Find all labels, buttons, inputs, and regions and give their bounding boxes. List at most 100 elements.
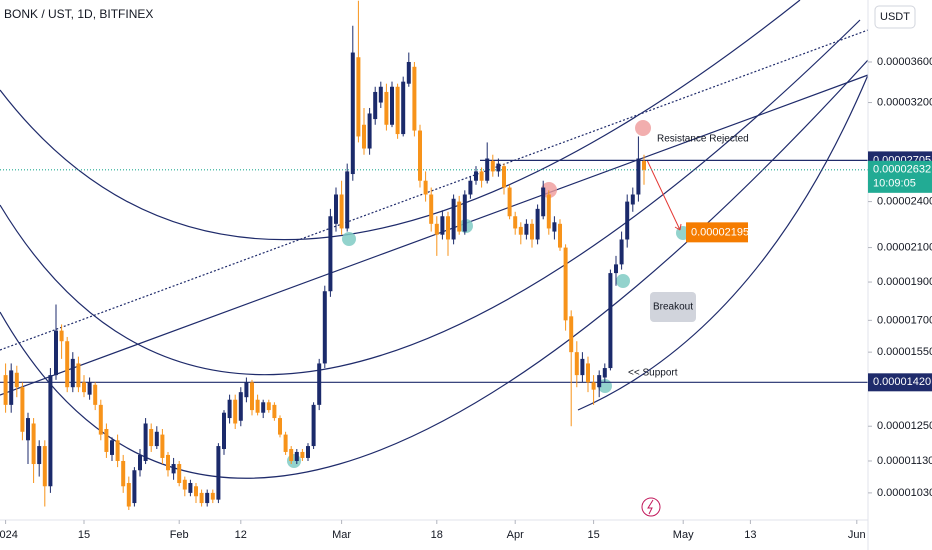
candle-body [104,428,109,452]
candle-body [563,247,568,321]
arrow [646,159,681,231]
candle-body [373,91,378,120]
candle-body [468,180,473,195]
arc-upper [0,0,801,241]
candle-body [350,52,355,175]
candle-body [188,482,193,493]
candle-body [423,180,428,195]
candle-body [26,418,30,441]
y-tick-label: 0.00003600 [877,56,932,68]
candle-body [597,375,602,388]
event-icon-bolt [647,499,654,515]
candle-body [311,404,316,447]
candle-body [378,86,383,103]
y-tick-label: 0.00003200 [877,96,932,108]
candle-body [255,399,260,413]
candle-body [395,86,400,135]
arc-middle [0,19,861,376]
candle-body [496,163,501,172]
x-tick-label: Mar [332,529,351,541]
target-tag-label: 0.00002195 [691,226,749,238]
candle-body [37,446,42,465]
candle-body [552,222,557,232]
candle-body [110,440,114,455]
last-price-tag [868,160,932,193]
reject-marker [635,120,651,136]
candle-body [457,201,462,232]
candle-body [76,363,81,388]
candle-body [115,440,120,461]
candle-body [238,392,243,421]
candle-body [418,130,422,181]
axes: 0.00003600 0.00003200 0.00002400 0.00002100… [0,56,932,541]
candle-body [306,446,310,458]
candle-body [507,187,512,217]
candle-body [194,486,198,497]
touch-marker [287,454,301,468]
y-tick-label: 0.00001550 [877,346,932,358]
candle-body [222,412,226,449]
candle-body [546,194,551,229]
candle-body [440,216,445,235]
candle-body [31,423,36,465]
candle-body [518,226,523,235]
arrow-head [674,223,682,231]
support-tag-label: 0.00001420 [873,376,931,388]
candle-body [328,216,333,292]
candle-body [541,187,546,217]
candle-body [182,479,187,490]
candle-body [87,382,92,395]
candle-body [65,341,70,388]
breakout-box [650,292,696,322]
candle-body [143,423,148,461]
candle-body [205,492,210,504]
candle-body [462,194,467,232]
candle-body [48,375,53,487]
currency-button[interactable] [874,5,916,29]
candle-body [485,158,490,181]
y-tick-label: 0.00001130 [877,455,932,467]
annotation: Breakout [653,302,693,313]
trend-line [0,74,869,396]
x-tick-label: 2024 [0,529,18,541]
candle-body [244,382,249,398]
candle-body [490,161,495,172]
candle-body [283,434,288,452]
candle-body [160,434,165,458]
target-tag [686,222,748,243]
candle-body [479,171,484,181]
y-tick-label: 0.00001700 [877,314,932,326]
candle-body [317,363,322,405]
candle-body [70,358,75,388]
y-tick-label: 0.00002100 [877,241,932,253]
x-tick-label: 13 [744,529,756,541]
candle-body [93,384,98,405]
candle-body [586,363,590,383]
candle-body [574,352,579,376]
candle-body [474,171,478,181]
candle-body [177,464,182,483]
candle-body [278,418,282,435]
candle-body [121,460,126,487]
x-tick-label: May [673,529,694,541]
x-tick-label: Apr [507,529,524,541]
candle-body [59,330,64,342]
candle-body [558,223,562,248]
touch-marker [342,232,356,246]
countdown: 10:09:05 [873,178,916,190]
candles [3,0,646,511]
candle-body [149,428,154,447]
event-icon [641,497,661,517]
x-tick-label: Jun [848,529,866,541]
candle-body [300,451,305,458]
y-tick-label: 0.00002400 [877,196,932,208]
candle-body [446,216,450,240]
candle-body [132,470,137,504]
candle-body [625,201,630,240]
candle-body [619,239,624,265]
candle-body [339,194,344,229]
x-tick-label: 12 [235,529,247,541]
y-tick-label: 0.00001030 [877,487,932,499]
candle-body [434,223,439,235]
